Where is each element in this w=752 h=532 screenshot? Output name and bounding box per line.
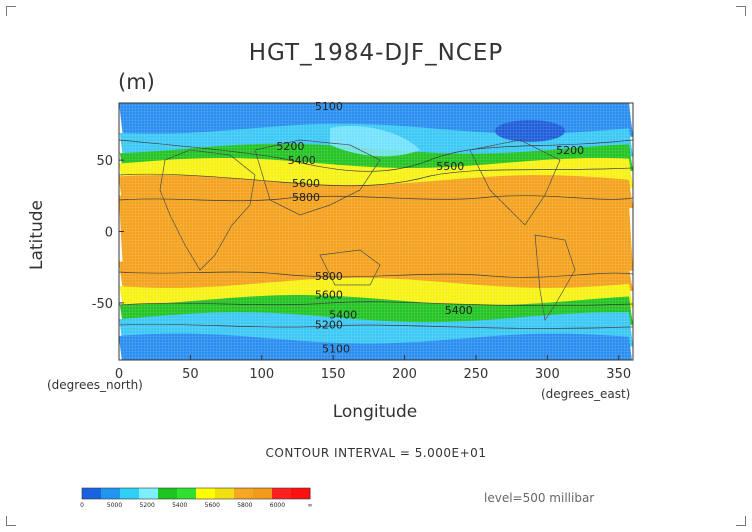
contour-label: 5800 [315, 270, 343, 283]
colorbar-tick-label: 5600 [205, 502, 220, 509]
contour-label: 5200 [276, 140, 304, 153]
colorbar-swatch [253, 488, 273, 499]
x-unit-label: (degrees_east) [541, 387, 631, 401]
contour-interval: CONTOUR INTERVAL = 5.000E+01 [265, 446, 487, 460]
colorbar-tick-label: 5400 [172, 502, 187, 509]
y-axis-label: Latitude [27, 200, 47, 270]
crop-mark-top-right [736, 6, 746, 16]
y-axis-ticks: 50 0 -50 [92, 154, 124, 312]
colorbar-tick-label: 5800 [237, 502, 252, 509]
colorbar-frame [81, 487, 311, 500]
colorbar-swatch [158, 488, 178, 499]
colorbar-tick-label: 5200 [140, 502, 155, 509]
x-tick-label: 350 [606, 367, 631, 382]
level-label: level=500 millibar [484, 491, 595, 505]
colorbar-swatch [177, 488, 197, 499]
colorbar-swatch [139, 488, 159, 499]
contour-label: 5400 [288, 154, 316, 167]
crop-mark-top-left [6, 6, 16, 16]
x-tick-label: 150 [321, 367, 346, 382]
contour-label: 5400 [329, 308, 357, 321]
x-tick-label: 250 [464, 367, 489, 382]
colorbar-swatch [120, 488, 140, 499]
colorbar-swatch [215, 488, 235, 499]
contour-label: 5200 [556, 144, 584, 157]
colorbar-swatch [101, 488, 121, 499]
y-tick-label: -50 [92, 297, 113, 312]
x-axis-ticks: 0 50 100 150 200 250 300 350 [115, 355, 631, 382]
colorbar-swatch [272, 488, 292, 499]
contour-label: 5600 [292, 177, 320, 190]
x-tick-label: 300 [535, 367, 560, 382]
crop-mark-bottom-left [6, 516, 16, 526]
contour-label: 5100 [322, 343, 350, 356]
x-axis-label: Longitude [332, 402, 418, 422]
crop-mark-bottom-right [736, 516, 746, 526]
units-label: (m) [118, 70, 155, 94]
contour-label: 5200 [315, 318, 343, 331]
x-tick-label: 0 [115, 367, 123, 382]
colorbar-swatch [234, 488, 254, 499]
y-unit-label: (degrees_north) [47, 378, 143, 392]
colorbar: 0 5000 5200 5400 5600 5800 6000 ∞ [80, 487, 313, 509]
x-tick-label: 100 [249, 367, 274, 382]
colorbar-tick-label: 0 [80, 502, 84, 509]
x-tick-label: 200 [392, 367, 417, 382]
contour-label: 5100 [315, 100, 343, 113]
contour-label: 5800 [292, 191, 320, 204]
x-tick-label: 50 [182, 367, 199, 382]
colorbar-swatch [196, 488, 216, 499]
colorbar-swatch [82, 488, 102, 499]
y-tick-label: 0 [105, 226, 113, 241]
colorbar-tick-label: ∞ [308, 502, 313, 509]
heatmap-overlays [119, 103, 633, 360]
contour-label: 5500 [436, 160, 464, 173]
y-tick-label: 50 [96, 154, 113, 169]
colorbar-tick-label: 6000 [270, 502, 285, 509]
colorbar-tick-label: 5000 [107, 502, 122, 509]
contour-label: 5400 [445, 304, 473, 317]
colorbar-swatch [291, 488, 311, 499]
plot-gridlines [119, 103, 633, 360]
contour-label: 5600 [315, 288, 343, 301]
chart-title: HGT_1984-DJF_NCEP [248, 40, 504, 66]
